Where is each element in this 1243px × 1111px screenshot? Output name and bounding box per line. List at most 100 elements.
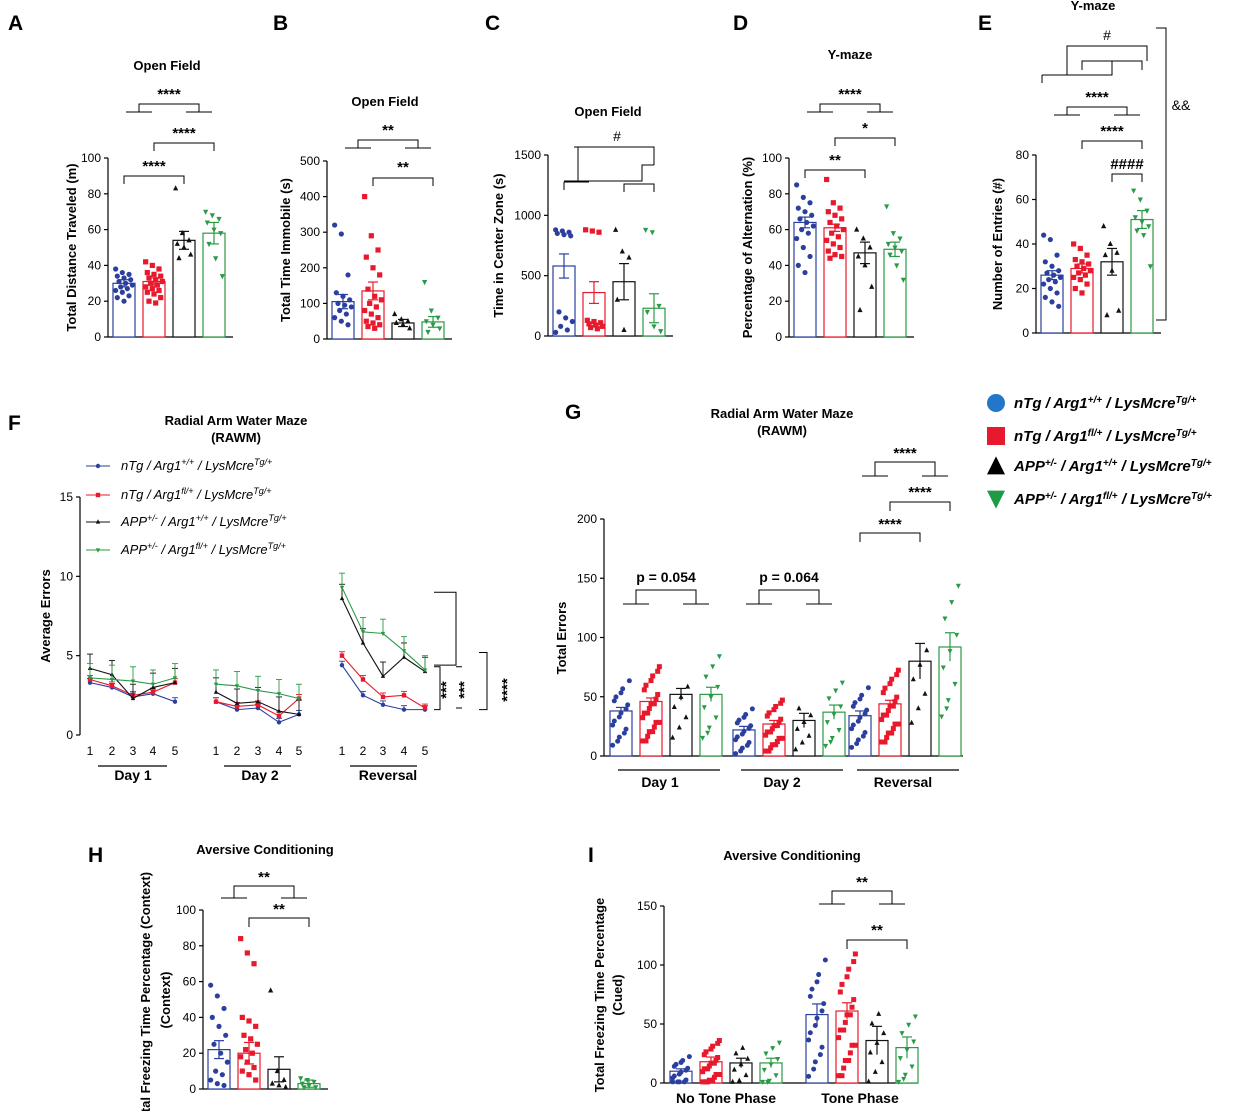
data-point-B-4 <box>425 329 431 336</box>
data-point-D-2 <box>839 216 845 222</box>
data-point-A-1 <box>119 289 125 295</box>
data-point-g-2-2 <box>771 723 777 729</box>
data-point-D-3 <box>869 283 875 289</box>
data-point-A-4 <box>211 227 217 233</box>
data-point-D-1 <box>795 262 801 268</box>
data-point-E-1 <box>1052 279 1058 285</box>
data-point-A-1 <box>126 271 132 277</box>
data-point-E-1 <box>1057 274 1063 280</box>
data-point-A-1 <box>124 286 130 292</box>
data-point-f-4 <box>109 677 115 683</box>
data-point-D-3 <box>862 262 868 268</box>
data-point-E-2 <box>1084 281 1090 287</box>
data-point-g-1-1 <box>623 706 629 712</box>
data-point-B-2 <box>365 286 371 292</box>
data-point-i-2-4 <box>904 1047 910 1053</box>
legend-marker-2 <box>987 427 1005 445</box>
title-g: Radial Arm Water Maze <box>711 406 854 421</box>
y-tick-label-g: 200 <box>577 512 597 526</box>
data-point-i-1-2 <box>710 1043 716 1049</box>
x-tick-label-f: 3 <box>130 744 137 758</box>
data-point-D-1 <box>805 230 811 236</box>
sig-bracket-i-2 <box>819 890 905 905</box>
data-point-H-1 <box>221 1082 227 1089</box>
data-point-E-3 <box>1116 307 1122 313</box>
data-point-D-3 <box>854 226 860 232</box>
sig-bracket-e-3 <box>1054 106 1140 116</box>
data-point-g-3-1 <box>852 700 858 706</box>
sig-label-a-2: **** <box>172 125 196 142</box>
data-point-i-1-2 <box>708 1060 714 1066</box>
sig-label-g-2: p = 0.064 <box>759 569 819 585</box>
data-point-C-1 <box>569 318 575 325</box>
data-point-g-2-2 <box>779 735 785 741</box>
data-point-g-2-3 <box>794 725 800 731</box>
data-point-C-4 <box>644 309 650 316</box>
legend-marker-f-3 <box>95 519 101 524</box>
data-point-E-2 <box>1071 241 1077 247</box>
data-point-g-3-2 <box>890 703 896 709</box>
data-point-E-4 <box>1132 215 1138 221</box>
data-point-g-2-1 <box>738 748 744 754</box>
data-point-i-2-2 <box>844 974 850 980</box>
data-point-i-1-4 <box>773 1073 779 1079</box>
data-point-C-1 <box>554 230 560 237</box>
data-point-B-1 <box>333 290 339 296</box>
data-point-g-3-2 <box>884 735 890 741</box>
group-label-f-day1: Day 1 <box>114 767 152 783</box>
data-point-B-1 <box>338 318 344 324</box>
data-point-i-2-4 <box>897 1056 903 1062</box>
legend-label-f-3: APP+/- / Arg1+/+ / LysMcreTg/+ <box>120 513 287 529</box>
data-point-g-2-2 <box>771 707 777 713</box>
data-point-f-1 <box>360 693 366 698</box>
data-point-H-1 <box>218 1050 224 1056</box>
data-point-g-1-2 <box>656 719 662 725</box>
data-point-E-4 <box>1141 233 1147 239</box>
data-point-H-2 <box>249 1050 255 1056</box>
data-point-g-1-3 <box>671 704 677 710</box>
data-point-D-1 <box>794 182 800 188</box>
data-point-f-1 <box>401 707 407 712</box>
data-point-g-1-1 <box>623 726 629 732</box>
data-point-B-4 <box>430 322 436 328</box>
data-point-i-1-3 <box>745 1055 751 1061</box>
y-tick-label-f: 0 <box>66 728 73 742</box>
x-tick-label-f: 1 <box>87 744 94 758</box>
subtitle-g: (RAWM) <box>757 423 807 438</box>
sig-label-d-2: * <box>862 120 868 137</box>
legend-label-1: nTg / Arg1+/+ / LysMcreTg/+ <box>1014 395 1196 413</box>
data-point-D-2 <box>825 209 831 215</box>
data-point-D-3 <box>857 306 863 313</box>
data-point-i-1-2 <box>705 1066 711 1072</box>
x-tick-label-f: 3 <box>380 744 387 758</box>
data-point-i-1-1 <box>683 1067 689 1073</box>
data-point-E-2 <box>1074 263 1080 269</box>
data-point-H-2 <box>246 1018 252 1024</box>
data-point-g-3-3 <box>917 661 923 667</box>
data-point-H-4 <box>313 1085 319 1091</box>
group-label-f-reversal: Reversal <box>359 767 417 783</box>
data-point-i-2-1 <box>806 1073 812 1079</box>
data-point-C-1 <box>568 233 574 239</box>
data-point-i-2-3 <box>876 1010 882 1016</box>
data-point-g-3-3 <box>910 676 916 682</box>
data-point-H-2 <box>238 1054 244 1060</box>
sig-label-h-2: ** <box>258 869 270 886</box>
data-point-i-1-1 <box>686 1054 692 1060</box>
data-point-C-4 <box>651 324 657 330</box>
data-point-g-1-1 <box>620 686 626 692</box>
data-point-B-3 <box>393 319 399 325</box>
data-point-f-4 <box>172 676 178 681</box>
data-point-D-2 <box>835 234 841 240</box>
sig-bracket-f-3 <box>456 666 462 709</box>
y-tick-label-B: 200 <box>300 261 320 275</box>
y-tick-label-B: 100 <box>300 296 320 310</box>
data-point-E-1 <box>1042 259 1048 265</box>
data-point-E-4 <box>1139 219 1145 225</box>
panel-label-c: C <box>485 12 500 35</box>
y-tick-label-C: 500 <box>521 269 541 283</box>
data-point-i-2-3 <box>869 1020 875 1026</box>
data-point-A-2 <box>144 269 150 276</box>
data-point-B-1 <box>337 307 343 314</box>
data-point-i-2-4 <box>912 1014 918 1020</box>
